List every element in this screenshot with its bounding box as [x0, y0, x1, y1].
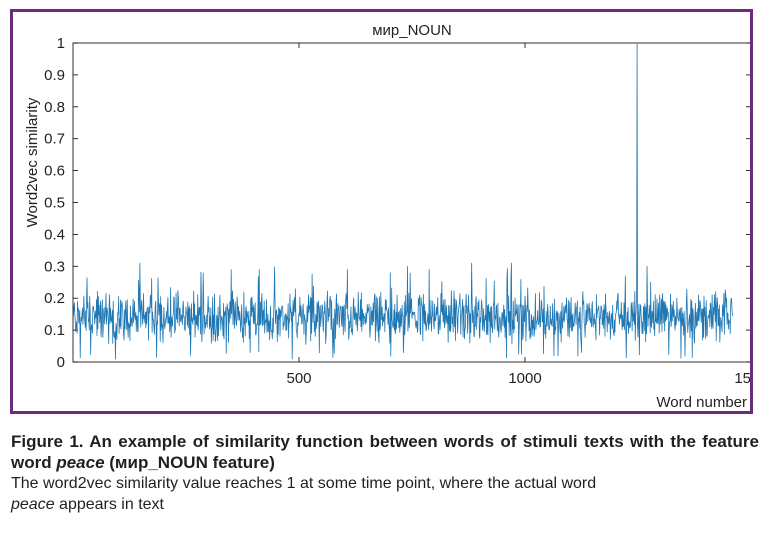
chart-title: мир_NOUN — [372, 22, 452, 39]
caption-title-italic: peace — [56, 453, 105, 472]
y-tick-label: 0.2 — [44, 290, 65, 307]
x-axis-label: Word number — [656, 394, 747, 411]
figure-caption: Figure 1. An example of similarity funct… — [11, 431, 759, 515]
y-tick-label: 1 — [57, 35, 65, 52]
x-tick-label: 500 — [286, 370, 311, 387]
caption-body-end: appears in text — [54, 496, 164, 513]
caption-title: Figure 1. An example of similarity funct… — [11, 431, 759, 473]
similarity-series-line — [73, 42, 734, 360]
y-tick-label: 0.9 — [44, 67, 65, 84]
caption-title-end: (мир_NOUN feature) — [104, 453, 275, 472]
y-tick-label: 0.8 — [44, 99, 65, 116]
caption-body-italic: peace — [11, 496, 55, 513]
caption-body: The word2vec similarity value reaches 1 … — [11, 473, 759, 515]
y-tick-label: 0.5 — [44, 195, 65, 212]
y-tick-label: 0.7 — [44, 131, 65, 148]
figure-frame: 00.10.20.30.40.50.60.70.80.9150010001500… — [10, 9, 753, 414]
similarity-chart: 00.10.20.30.40.50.60.70.80.9150010001500… — [24, 22, 750, 411]
caption-body-text: The word2vec similarity value reaches 1 … — [11, 475, 597, 492]
y-tick-label: 0.6 — [44, 163, 65, 180]
caption-title-text: Figure 1. An example of similarity funct… — [11, 432, 759, 472]
y-tick-label: 0 — [57, 354, 65, 371]
y-axis-label: Word2vec similarity — [24, 97, 41, 227]
y-tick-label: 0.3 — [44, 258, 65, 275]
y-tick-label: 0.1 — [44, 322, 65, 339]
y-tick-label: 0.4 — [44, 226, 65, 243]
x-tick-label: 1000 — [508, 370, 541, 387]
